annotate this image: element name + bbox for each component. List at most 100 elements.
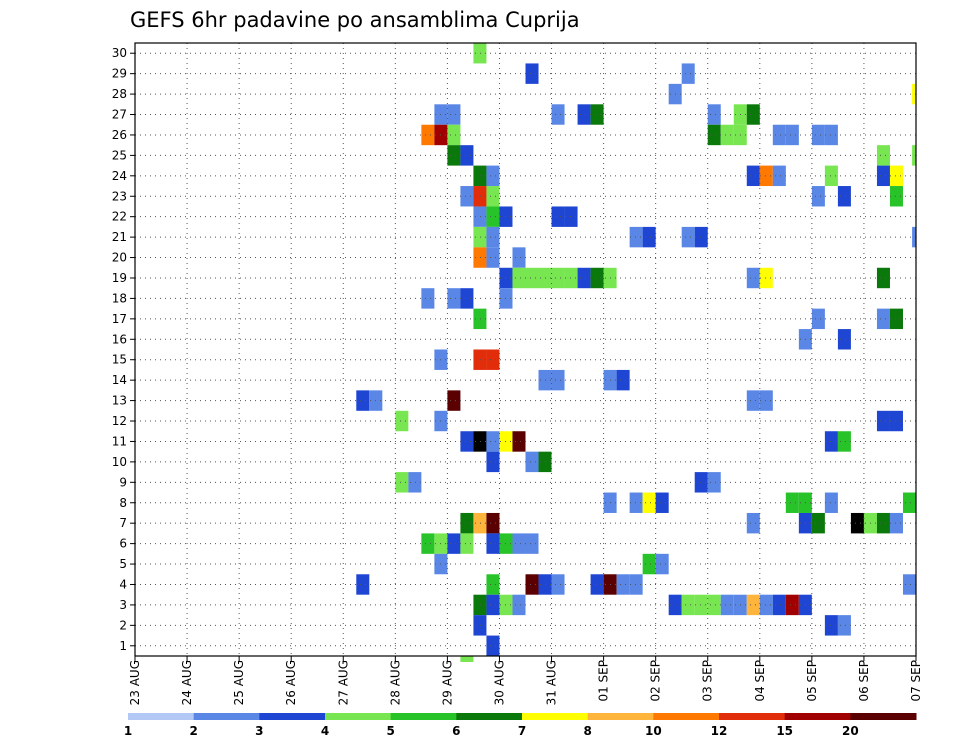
heatmap-cell [824, 165, 838, 187]
heatmap-cell [694, 226, 708, 248]
heatmap-cell [551, 267, 565, 289]
y-tick-label: 7 [119, 516, 127, 530]
y-tick-label: 22 [112, 210, 127, 224]
y-tick-label: 6 [119, 537, 127, 551]
heatmap-cell [720, 124, 734, 146]
heatmap-cell [512, 267, 526, 289]
heatmap-cell [837, 615, 851, 636]
heatmap-cell [889, 410, 903, 432]
y-tick-label: 2 [119, 618, 127, 632]
heatmap-cell [746, 594, 760, 616]
heatmap-cell [876, 512, 890, 534]
heatmap-cell [912, 226, 916, 248]
heatmap-cell [421, 288, 435, 309]
colorbar-label: 10 [645, 724, 662, 738]
y-tick-label: 19 [112, 271, 127, 285]
colorbar: 1 2 3 4 5 6 7 8 10 12 15 20 [124, 713, 917, 738]
heatmap-cell [837, 329, 851, 350]
x-tick-label: 29 AUG [440, 660, 454, 705]
colorbar-label: 2 [189, 724, 197, 738]
heatmap-cell [473, 594, 487, 616]
colorbar-label: 1 [124, 724, 132, 738]
heatmap-cell [837, 186, 851, 207]
heatmap-cell [642, 226, 656, 248]
heatmap-cell [616, 369, 630, 391]
heatmap-cell [486, 226, 500, 248]
heatmap-cell [811, 124, 825, 146]
colorbar-label: 4 [321, 724, 329, 738]
heatmap-cell [460, 431, 474, 452]
x-tick-label: 26 AUG [284, 660, 298, 705]
heatmap-cell [616, 574, 630, 595]
heatmap-cell [460, 145, 474, 166]
heatmap-cell [694, 472, 708, 493]
heatmap-cell [707, 594, 721, 616]
heatmap-cell [512, 431, 526, 452]
heatmap-cell [902, 492, 916, 513]
colorbar-label: 5 [386, 724, 394, 738]
heatmap-cell [759, 165, 773, 187]
heatmap-cell [473, 206, 487, 227]
heatmap-cell [447, 390, 461, 411]
heatmap-cell [460, 288, 474, 309]
heatmap-cell [408, 472, 422, 493]
y-tick-label: 13 [112, 394, 127, 408]
colorbar-swatch [456, 713, 523, 720]
y-tick-label: 17 [112, 312, 127, 326]
y-tick-label: 3 [119, 598, 127, 612]
heatmap-cell [447, 288, 461, 309]
heatmap-cell [551, 104, 565, 125]
colorbar-swatch [259, 713, 326, 720]
heatmap-cell [876, 267, 890, 289]
y-tick-label: 5 [119, 557, 127, 571]
y-tick-label: 29 [112, 67, 127, 81]
heatmap-cell [912, 83, 916, 105]
heatmap-cell [785, 492, 799, 513]
heatmap-cell [590, 267, 604, 289]
y-tick-label: 23 [112, 189, 127, 203]
heatmap-cell [850, 512, 864, 534]
heatmap-cell [694, 594, 708, 616]
y-tick-label: 11 [112, 434, 127, 448]
heatmap-cell [824, 492, 838, 513]
heatmap-cell [486, 349, 500, 370]
y-tick-label: 26 [112, 128, 127, 142]
heatmap-cell [772, 124, 786, 146]
colorbar-swatch [719, 713, 786, 720]
heatmap-cell [512, 533, 526, 554]
chart-title: GEFS 6hr padavine po ansamblima Cuprija [130, 8, 580, 32]
heatmap-cell [473, 512, 487, 534]
y-tick-label: 1 [119, 639, 127, 653]
heatmap-cell [512, 594, 526, 616]
heatmap-cell [707, 104, 721, 125]
y-tick-label: 16 [112, 332, 127, 346]
y-tick-label: 4 [119, 577, 127, 591]
x-tick-label: 28 AUG [388, 660, 402, 705]
cells-layer [356, 43, 916, 662]
heatmap-cell [356, 574, 370, 595]
heatmap-cell [486, 512, 500, 534]
heatmap-cell [564, 206, 578, 227]
heatmap-cell [876, 410, 890, 432]
colorbar-swatch [128, 713, 195, 720]
colorbar-swatch [850, 713, 917, 720]
colorbar-label: 6 [452, 724, 460, 738]
x-tick-label: 27 AUG [336, 660, 350, 705]
y-tick-label: 9 [119, 475, 127, 489]
heatmap-cell [525, 267, 539, 289]
colorbar-swatch [587, 713, 654, 720]
heatmap-cell [473, 308, 487, 330]
x-tick-label: 03 SEP [701, 660, 715, 702]
x-tick-label: 06 SEP [857, 660, 871, 702]
heatmap-cell [811, 186, 825, 207]
heatmap-cell [564, 267, 578, 289]
heatmap-cell [590, 104, 604, 125]
heatmap-cell [720, 594, 734, 616]
heatmap-cell [421, 533, 435, 554]
x-tick-label: 25 AUG [232, 660, 246, 705]
heatmap-cell [746, 267, 760, 289]
heatmap-cell [460, 656, 474, 662]
heatmap-cell [486, 574, 500, 595]
heatmap-cell [486, 533, 500, 554]
